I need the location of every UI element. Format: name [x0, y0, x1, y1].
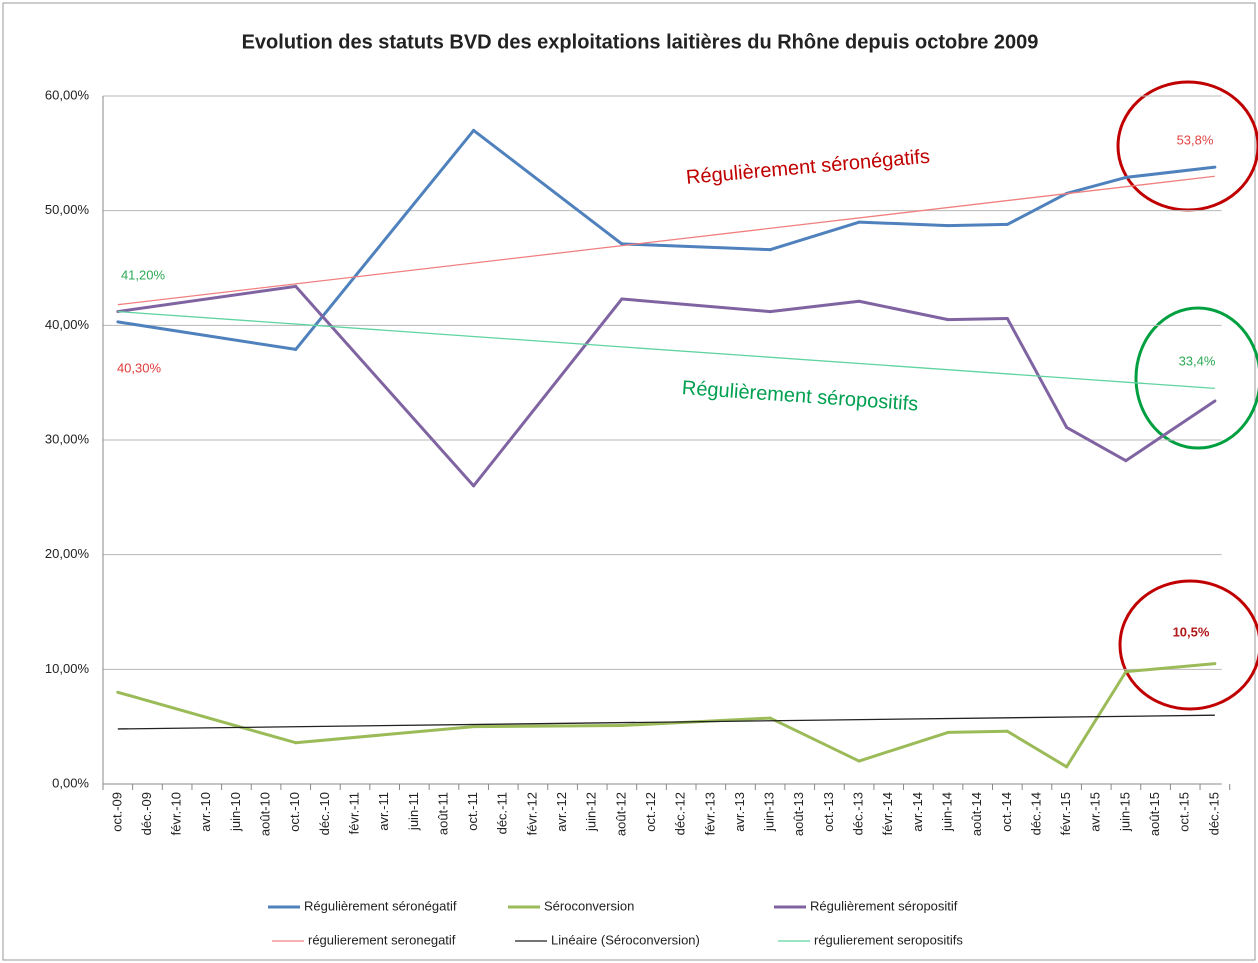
series-segment	[1065, 425, 1128, 463]
series-segment	[857, 730, 950, 763]
x-tick-label: déc.-09	[139, 792, 154, 835]
x-tick-label: oct.-10	[287, 792, 302, 832]
x-tick-label: juin-12	[584, 792, 599, 832]
y-tick-label: 50,00%	[45, 202, 90, 217]
x-tick-label: août-10	[258, 792, 273, 836]
x-tick-label: févr.-10	[169, 792, 184, 835]
trendline	[117, 714, 1215, 730]
x-tick-label: oct.-12	[643, 792, 658, 832]
x-tick-label: déc.-11	[495, 792, 510, 834]
legend-label: Régulièrement séropositif	[810, 898, 958, 913]
x-tick-label: avr.-14	[910, 792, 925, 832]
series-segment	[768, 299, 861, 314]
y-tick-label: 20,00%	[45, 546, 90, 561]
chart-title: Evolution des statuts BVD des exploitati…	[242, 31, 1039, 53]
x-tick-label: août-15	[1147, 792, 1162, 836]
x-tick-label: juin-14	[939, 792, 954, 832]
x-tick-label: févr.-14	[880, 792, 895, 835]
x-tick-label: déc.-10	[317, 792, 332, 835]
legend-label: Séroconversion	[544, 898, 634, 913]
series-segment	[857, 220, 950, 228]
series-segment	[472, 297, 624, 488]
series-segment	[620, 242, 772, 252]
x-tick-label: oct.-11	[465, 792, 480, 831]
x-tick-label: févr.-12	[524, 792, 539, 835]
x-tick-label: oct.-14	[999, 792, 1014, 832]
annotation: 40,30%	[117, 360, 162, 375]
x-tick-label: févr.-15	[1058, 792, 1073, 835]
x-tick-label: déc.-14	[1028, 792, 1043, 835]
highlight-circle	[1134, 306, 1258, 450]
series-segment	[768, 716, 861, 763]
series-segment	[1005, 191, 1069, 226]
series-segment	[472, 724, 624, 729]
x-tick-label: août-12	[613, 792, 628, 836]
x-tick-label: avr.-12	[554, 792, 569, 832]
x-tick-label: juin-13	[762, 792, 777, 832]
x-tick-label: avr.-11	[376, 792, 391, 831]
annotation: 33,4%	[1179, 353, 1216, 368]
annotation: 41,20%	[121, 267, 166, 282]
x-tick-label: juin-15	[1117, 792, 1132, 832]
series-segment	[1005, 316, 1069, 429]
x-tick-label: oct.-09	[109, 792, 124, 832]
legend-label: Linéaire (Séroconversion)	[551, 932, 700, 947]
annotation: 53,8%	[1177, 132, 1214, 147]
x-tick-label: avr.-15	[1088, 792, 1103, 832]
x-tick-label: août-11	[435, 792, 450, 835]
series-segment	[472, 128, 624, 246]
series-segment	[294, 284, 476, 488]
x-tick-label: juin-11	[406, 792, 421, 831]
y-tick-label: 10,00%	[45, 661, 90, 676]
highlight-circle	[1116, 80, 1258, 212]
annotation: 10,5%	[1173, 624, 1210, 639]
series-segment	[620, 297, 772, 314]
series-segment	[116, 320, 298, 351]
x-tick-label: avr.-13	[732, 792, 747, 832]
legend-label: régulierement seropositifs	[814, 932, 963, 947]
series-segment	[116, 690, 298, 745]
series-segment	[857, 299, 950, 322]
legend-label: Régulièrement séronégatif	[304, 898, 457, 913]
highlight-circle	[1118, 579, 1258, 711]
x-tick-label: avr.-10	[198, 792, 213, 832]
series-segment	[1124, 165, 1217, 179]
x-tick-label: juin-10	[228, 792, 243, 832]
series-segment	[946, 729, 1009, 734]
y-tick-label: 40,00%	[45, 317, 90, 332]
series-segment	[946, 316, 1009, 322]
series-segment	[294, 128, 476, 351]
series-segment	[1124, 662, 1217, 674]
trendline	[117, 175, 1215, 306]
x-tick-label: août-14	[969, 792, 984, 836]
x-tick-label: déc.-12	[673, 792, 688, 835]
series-segment	[946, 222, 1009, 228]
legend-label: régulierement seronegatif	[308, 932, 456, 947]
x-tick-label: févr.-13	[702, 792, 717, 835]
series-segment	[768, 220, 861, 252]
trendline	[117, 310, 1215, 390]
y-tick-label: 30,00%	[45, 431, 90, 446]
y-tick-label: 0,00%	[52, 775, 89, 790]
series-segment	[1005, 729, 1069, 769]
x-tick-label: déc.-15	[1206, 792, 1221, 835]
series-segment	[1124, 399, 1217, 463]
series-segment	[294, 725, 476, 745]
x-tick-label: août-13	[791, 792, 806, 836]
series-segment	[1065, 175, 1128, 195]
x-tick-label: déc.-13	[851, 792, 866, 835]
series-segment	[116, 284, 298, 314]
series-segment	[1065, 670, 1128, 769]
x-tick-label: oct.-15	[1177, 792, 1192, 832]
x-tick-label: févr.-11	[346, 792, 361, 834]
x-tick-label: oct.-13	[821, 792, 836, 832]
y-tick-label: 60,00%	[45, 87, 90, 102]
